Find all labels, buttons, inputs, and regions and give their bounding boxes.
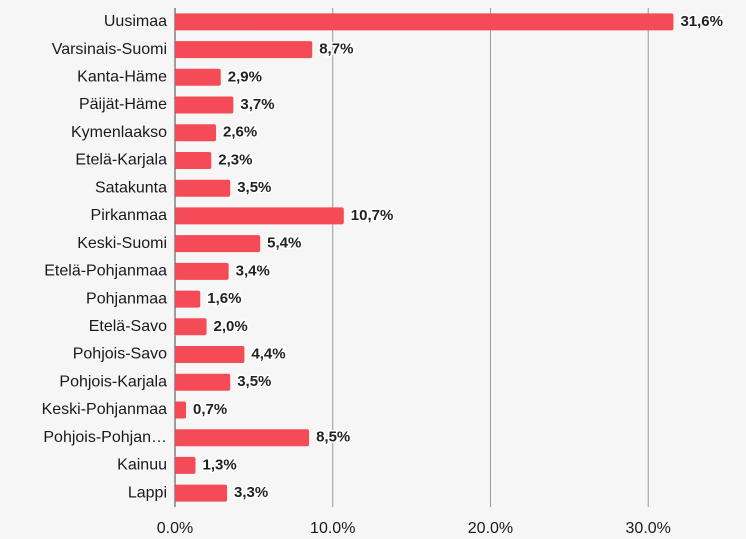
- data-label: 4,4%: [251, 345, 285, 362]
- data-label: 3,4%: [236, 262, 270, 279]
- data-label: 2,6%: [223, 124, 257, 141]
- data-label: 10,7%: [351, 207, 394, 224]
- bar: [175, 124, 217, 142]
- bar: [175, 262, 229, 280]
- bar: [175, 318, 207, 336]
- data-label: 0,7%: [193, 401, 227, 418]
- y-tick-label: Päijät-Häme: [79, 96, 167, 113]
- bar: [175, 179, 231, 197]
- x-tick-label: 0.0%: [157, 520, 193, 537]
- data-label: 5,4%: [267, 235, 301, 252]
- y-tick-label: Pohjois-Pohjan…: [43, 429, 167, 446]
- data-label: 3,5%: [237, 179, 271, 196]
- bar: [175, 373, 231, 391]
- data-label: 3,5%: [237, 373, 271, 390]
- bar: [175, 235, 261, 253]
- y-tick-label: Etelä-Karjala: [75, 152, 167, 169]
- y-tick-label: Kainuu: [117, 457, 167, 474]
- y-tick-label: Pohjanmaa: [86, 290, 167, 307]
- bar: [175, 456, 196, 474]
- data-label: 3,7%: [240, 96, 274, 113]
- data-label: 31,6%: [680, 13, 723, 30]
- bar: [175, 151, 212, 169]
- bar: [175, 290, 201, 308]
- data-label: 3,3%: [234, 484, 268, 501]
- data-label: 1,3%: [203, 456, 237, 473]
- y-tick-label: Keski-Pohjanmaa: [42, 401, 168, 418]
- bar: [175, 346, 245, 364]
- x-tick-label: 30.0%: [626, 520, 671, 537]
- y-tick-label: Etelä-Pohjanmaa: [44, 263, 167, 280]
- y-tick-label: Kymenlaakso: [71, 124, 167, 141]
- y-tick-label: Pirkanmaa: [91, 207, 168, 224]
- bar: [175, 68, 221, 86]
- bar: [175, 96, 234, 114]
- bar: [175, 484, 228, 502]
- data-label: 8,7%: [319, 41, 353, 58]
- bar: [175, 13, 674, 31]
- bar: [175, 207, 344, 225]
- data-label: 8,5%: [316, 429, 350, 446]
- y-tick-label: Uusimaa: [104, 13, 167, 30]
- bar: [175, 41, 313, 59]
- y-tick-label: Varsinais-Suomi: [52, 41, 167, 58]
- y-tick-label: Kanta-Häme: [77, 69, 167, 86]
- y-tick-label: Pohjois-Savo: [73, 346, 167, 363]
- x-tick-label: 20.0%: [468, 520, 513, 537]
- data-label: 2,3%: [218, 151, 252, 168]
- y-tick-label: Etelä-Savo: [89, 318, 167, 335]
- y-tick-label: Keski-Suomi: [77, 235, 167, 252]
- bar: [175, 429, 310, 447]
- bar: [175, 401, 187, 419]
- data-label: 1,6%: [207, 290, 241, 307]
- y-tick-label: Satakunta: [95, 179, 167, 196]
- x-tick-label: 10.0%: [310, 520, 355, 537]
- y-tick-label: Lappi: [128, 484, 167, 501]
- data-label: 2,9%: [228, 68, 262, 85]
- data-label: 2,0%: [214, 318, 248, 335]
- y-tick-label: Pohjois-Karjala: [59, 373, 167, 390]
